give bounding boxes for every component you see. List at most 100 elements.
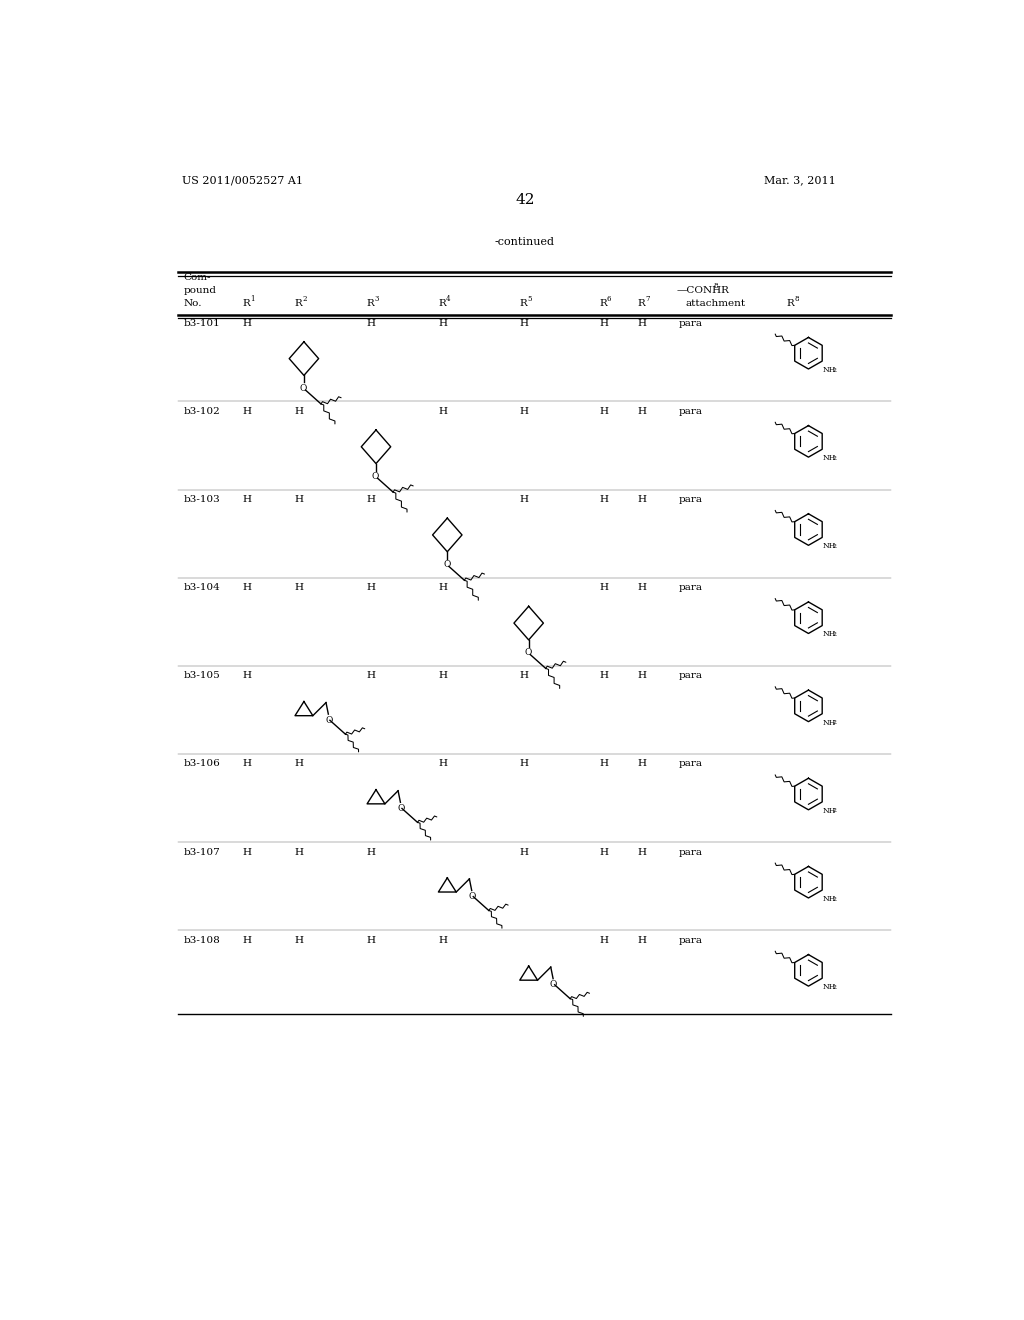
Text: R: R (786, 300, 795, 309)
Text: H: H (438, 407, 447, 416)
Text: 42: 42 (515, 193, 535, 207)
Text: b3-106: b3-106 (183, 759, 220, 768)
Text: para: para (678, 318, 702, 327)
Text: O: O (300, 384, 307, 393)
Text: H: H (638, 936, 647, 945)
Text: R: R (519, 300, 527, 309)
Text: H: H (367, 672, 376, 680)
Text: H: H (243, 759, 252, 768)
Text: 1: 1 (251, 296, 255, 304)
Text: O: O (550, 981, 557, 989)
Text: H: H (367, 936, 376, 945)
Text: O: O (469, 892, 476, 902)
Text: Com-: Com- (183, 273, 211, 282)
Text: H: H (367, 847, 376, 857)
Text: b3-103: b3-103 (183, 495, 220, 504)
Text: H: H (638, 759, 647, 768)
Text: H: H (638, 847, 647, 857)
Text: NH: NH (823, 454, 837, 462)
Text: H: H (519, 672, 528, 680)
Text: 2: 2 (833, 544, 837, 549)
Text: H: H (295, 759, 304, 768)
Text: H: H (638, 583, 647, 593)
Text: R: R (438, 300, 445, 309)
Text: pound: pound (183, 286, 217, 296)
Text: H: H (519, 495, 528, 504)
Text: para: para (678, 759, 702, 768)
Text: No.: No. (183, 300, 203, 309)
Text: NH: NH (823, 895, 837, 903)
Text: H: H (638, 672, 647, 680)
Text: O: O (372, 473, 379, 480)
Text: 2: 2 (833, 985, 837, 990)
Text: 8: 8 (714, 282, 719, 290)
Text: H: H (243, 407, 252, 416)
Text: O: O (443, 560, 451, 569)
Text: 7: 7 (646, 296, 650, 304)
Text: O: O (397, 804, 404, 813)
Text: H: H (295, 847, 304, 857)
Text: 2: 2 (833, 455, 837, 461)
Text: H: H (367, 583, 376, 593)
Text: H: H (438, 759, 447, 768)
Text: b3-107: b3-107 (183, 847, 220, 857)
Text: NH: NH (823, 631, 837, 639)
Text: 5: 5 (527, 296, 531, 304)
Text: H: H (438, 583, 447, 593)
Text: H: H (243, 583, 252, 593)
Text: H: H (243, 847, 252, 857)
Text: 2: 2 (833, 367, 837, 372)
Text: H: H (438, 672, 447, 680)
Text: H: H (519, 318, 528, 327)
Text: b3-108: b3-108 (183, 936, 220, 945)
Text: Mar. 3, 2011: Mar. 3, 2011 (764, 176, 836, 185)
Text: H: H (295, 583, 304, 593)
Text: H: H (438, 318, 447, 327)
Text: H: H (599, 759, 608, 768)
Text: H: H (599, 318, 608, 327)
Text: H: H (599, 847, 608, 857)
Text: b3-104: b3-104 (183, 583, 220, 593)
Text: -continued: -continued (495, 238, 555, 247)
Text: H: H (519, 759, 528, 768)
Text: attachment: attachment (685, 300, 745, 309)
Text: US 2011/0052527 A1: US 2011/0052527 A1 (182, 176, 303, 185)
Text: H: H (243, 672, 252, 680)
Text: 6: 6 (607, 296, 611, 304)
Text: para: para (678, 936, 702, 945)
Text: —CONHR: —CONHR (677, 286, 729, 296)
Text: H: H (599, 407, 608, 416)
Text: H: H (638, 407, 647, 416)
Text: b3-105: b3-105 (183, 672, 220, 680)
Text: H: H (599, 936, 608, 945)
Text: 2: 2 (833, 632, 837, 638)
Text: NH: NH (823, 543, 837, 550)
Text: 8: 8 (795, 296, 799, 304)
Text: NH: NH (823, 983, 837, 991)
Text: H: H (638, 495, 647, 504)
Text: para: para (678, 407, 702, 416)
Text: 2: 2 (833, 808, 837, 813)
Text: R: R (295, 300, 302, 309)
Text: NH: NH (823, 807, 837, 814)
Text: R: R (243, 300, 251, 309)
Text: H: H (638, 318, 647, 327)
Text: H: H (295, 407, 304, 416)
Text: H: H (367, 495, 376, 504)
Text: b3-101: b3-101 (183, 318, 220, 327)
Text: NH: NH (823, 718, 837, 726)
Text: H: H (243, 495, 252, 504)
Text: para: para (678, 583, 702, 593)
Text: H: H (599, 583, 608, 593)
Text: para: para (678, 847, 702, 857)
Text: H: H (295, 495, 304, 504)
Text: H: H (243, 936, 252, 945)
Text: b3-102: b3-102 (183, 407, 220, 416)
Text: 2: 2 (833, 721, 837, 725)
Text: H: H (599, 672, 608, 680)
Text: H: H (519, 847, 528, 857)
Text: 2: 2 (833, 896, 837, 902)
Text: H: H (599, 495, 608, 504)
Text: 3: 3 (375, 296, 379, 304)
Text: R: R (599, 300, 607, 309)
